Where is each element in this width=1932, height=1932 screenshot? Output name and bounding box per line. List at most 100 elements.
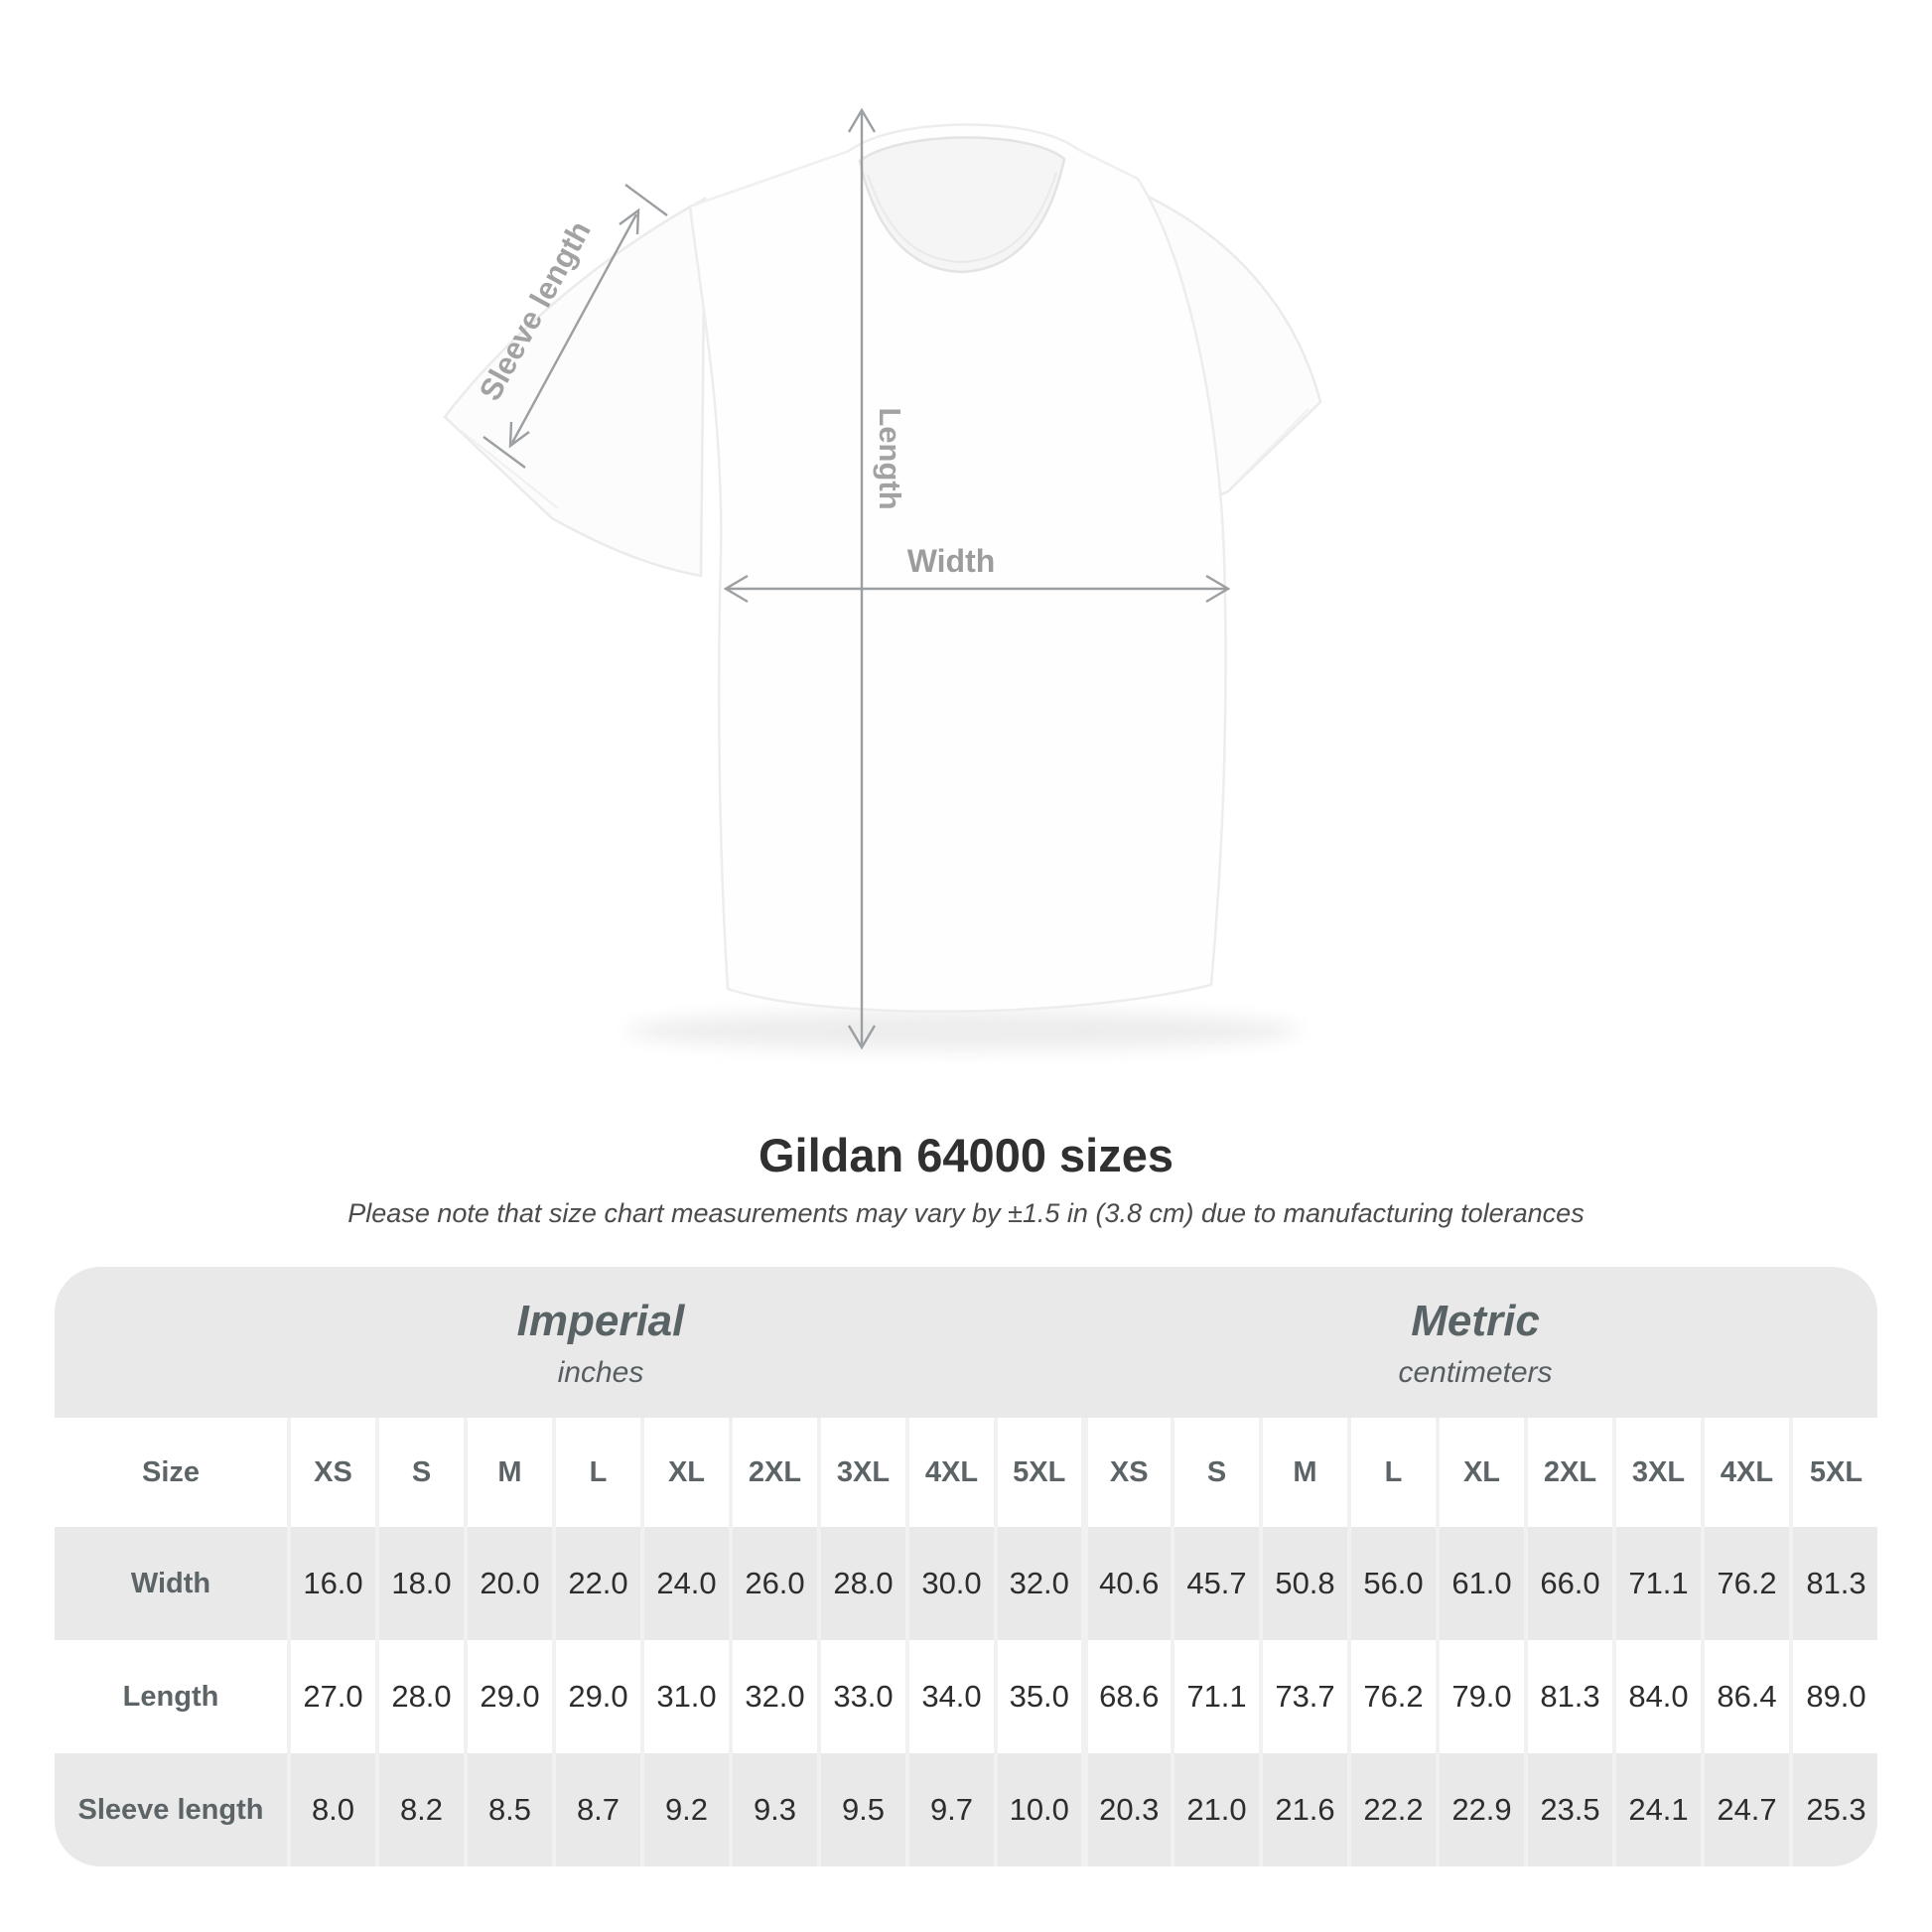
cell: 23.5	[1524, 1753, 1614, 1866]
size-header-row: Size XS S M L XL 2XL 3XL 4XL 5XL XS S M …	[55, 1418, 1877, 1527]
cell: 31.0	[640, 1640, 731, 1753]
cell: 22.2	[1347, 1753, 1438, 1866]
sleeve-measure-line	[483, 184, 668, 469]
cell: 22.9	[1436, 1753, 1526, 1866]
cell: 27.0	[287, 1640, 377, 1753]
cell: 28.0	[817, 1527, 907, 1640]
heading-block: Gildan 64000 sizes Please note that size…	[0, 1128, 1932, 1229]
cell: 32.0	[994, 1527, 1084, 1640]
cell: 28.0	[375, 1640, 466, 1753]
cell: 33.0	[817, 1640, 907, 1753]
width-label: Width	[907, 543, 996, 579]
cell: 89.0	[1789, 1640, 1877, 1753]
cell: 10.0	[994, 1753, 1084, 1866]
page-title: Gildan 64000 sizes	[758, 1129, 1174, 1181]
col-header: XS	[287, 1418, 377, 1527]
cell: 35.0	[994, 1640, 1084, 1753]
cell: 20.3	[1080, 1753, 1173, 1866]
col-header: 4XL	[905, 1418, 996, 1527]
cell: 8.5	[464, 1753, 554, 1866]
unit-header-band: Imperial inches Metric centimeters	[55, 1267, 1877, 1418]
col-header: XS	[1080, 1418, 1173, 1527]
cell: 21.0	[1171, 1753, 1261, 1866]
cell: 68.6	[1080, 1640, 1173, 1753]
size-table-container: Imperial inches Metric centimeters Size …	[55, 1267, 1877, 1866]
cell: 81.3	[1524, 1640, 1614, 1753]
cell: 86.4	[1701, 1640, 1791, 1753]
cell: 73.7	[1259, 1640, 1349, 1753]
tshirt-left-sleeve	[443, 196, 707, 578]
col-header: 2XL	[1524, 1418, 1614, 1527]
cell: 32.0	[729, 1640, 819, 1753]
cell: 79.0	[1436, 1640, 1526, 1753]
col-header: 5XL	[994, 1418, 1084, 1527]
tolerance-note: Please note that size chart measurements…	[347, 1198, 1585, 1228]
cell: 8.2	[375, 1753, 466, 1866]
col-header: M	[464, 1418, 554, 1527]
table-row-width: Width 16.0 18.0 20.0 22.0 24.0 26.0 28.0…	[55, 1527, 1877, 1640]
col-header: S	[1171, 1418, 1261, 1527]
size-header-cell: Size	[55, 1418, 289, 1527]
row-label-sleeve-length: Sleeve length	[55, 1753, 289, 1866]
row-label-length: Length	[55, 1640, 289, 1753]
cell: 29.0	[464, 1640, 554, 1753]
cell: 30.0	[905, 1527, 996, 1640]
col-header: 3XL	[1612, 1418, 1703, 1527]
imperial-group-header: Imperial inches	[517, 1267, 685, 1390]
width-measure-line	[723, 574, 1231, 604]
cell: 84.0	[1612, 1640, 1703, 1753]
cell: 9.3	[729, 1753, 819, 1866]
col-header: S	[375, 1418, 466, 1527]
tshirt-shadow	[625, 1011, 1301, 1050]
cell: 40.6	[1080, 1527, 1173, 1640]
cell: 24.7	[1701, 1753, 1791, 1866]
tshirt-cuff-stitches	[458, 408, 1310, 509]
cell: 26.0	[729, 1527, 819, 1640]
metric-group-header: Metric centimeters	[1398, 1267, 1552, 1390]
cell: 9.7	[905, 1753, 996, 1866]
size-table: Size XS S M L XL 2XL 3XL 4XL 5XL XS S M …	[55, 1418, 1877, 1866]
cell: 76.2	[1347, 1640, 1438, 1753]
cell: 16.0	[287, 1527, 377, 1640]
cell: 24.1	[1612, 1753, 1703, 1866]
length-measure-line	[847, 107, 877, 1050]
tshirt-measurement-figure: Sleeve length Length Width	[443, 107, 1322, 1050]
col-header: 3XL	[817, 1418, 907, 1527]
cell: 25.3	[1789, 1753, 1877, 1866]
col-header: M	[1259, 1418, 1349, 1527]
cell: 18.0	[375, 1527, 466, 1640]
cell: 34.0	[905, 1640, 996, 1753]
imperial-unit: inches	[557, 1356, 644, 1389]
col-header: XL	[1436, 1418, 1526, 1527]
cell: 56.0	[1347, 1527, 1438, 1640]
cell: 45.7	[1171, 1527, 1261, 1640]
cell: 21.6	[1259, 1753, 1349, 1866]
cell: 9.5	[817, 1753, 907, 1866]
length-label: Length	[873, 407, 907, 509]
cell: 29.0	[552, 1640, 642, 1753]
row-label-width: Width	[55, 1527, 289, 1640]
cell: 61.0	[1436, 1527, 1526, 1640]
col-header: 2XL	[729, 1418, 819, 1527]
cell: 9.2	[640, 1753, 731, 1866]
metric-title: Metric	[1411, 1297, 1540, 1345]
cell: 50.8	[1259, 1527, 1349, 1640]
cell: 24.0	[640, 1527, 731, 1640]
tshirt-shoulder-seams	[694, 148, 1137, 206]
cell: 76.2	[1701, 1527, 1791, 1640]
cell: 66.0	[1524, 1527, 1614, 1640]
cell: 71.1	[1612, 1527, 1703, 1640]
col-header: L	[1347, 1418, 1438, 1527]
cell: 22.0	[552, 1527, 642, 1640]
table-row-length: Length 27.0 28.0 29.0 29.0 31.0 32.0 33.…	[55, 1640, 1877, 1753]
cell: 8.0	[287, 1753, 377, 1866]
cell: 8.7	[552, 1753, 642, 1866]
col-header: 5XL	[1789, 1418, 1877, 1527]
metric-unit: centimeters	[1398, 1356, 1553, 1389]
tshirt-body	[688, 123, 1227, 1014]
cell: 20.0	[464, 1527, 554, 1640]
col-header: XL	[640, 1418, 731, 1527]
cell: 71.1	[1171, 1640, 1261, 1753]
table-row-sleeve-length: Sleeve length 8.0 8.2 8.5 8.7 9.2 9.3 9.…	[55, 1753, 1877, 1866]
tshirt-collar-stitch	[867, 172, 1057, 264]
